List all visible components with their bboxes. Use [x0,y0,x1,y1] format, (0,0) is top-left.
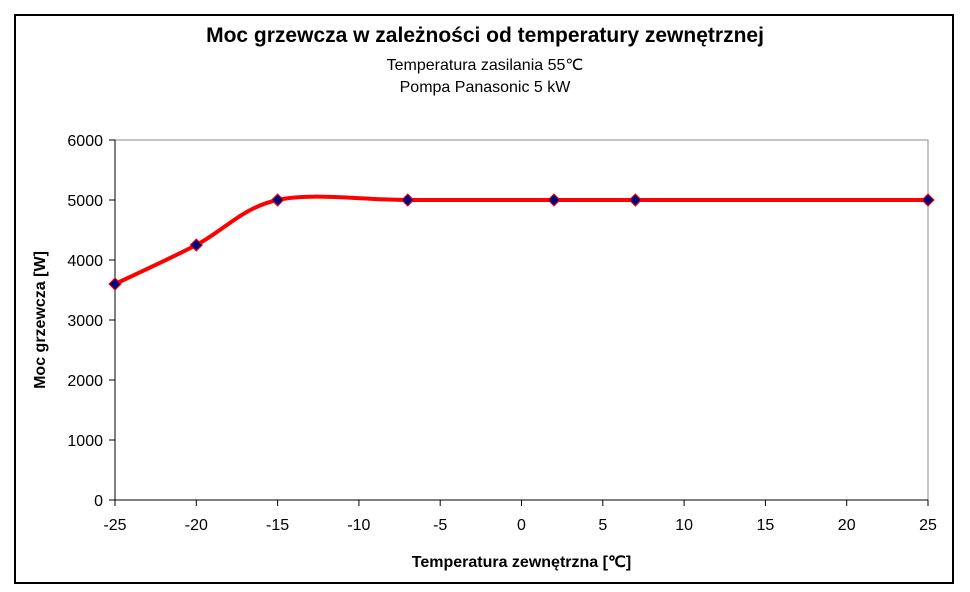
x-tick-label: 20 [838,517,856,534]
data-point-marker [270,193,285,207]
series-line [114,194,928,286]
x-tick-label: -20 [185,517,208,534]
y-tick-label: 3000 [67,313,103,330]
y-tick-label: 5000 [67,193,103,210]
chart-frame [14,14,954,584]
data-point-marker [108,277,122,291]
data-point-marker [189,238,204,252]
x-tick-label: -15 [266,517,289,534]
plot-area [114,139,929,501]
data-point-marker [400,193,415,207]
y-axis-label: Moc grzewcza [W] [32,251,49,389]
y-tick-label: 4000 [67,253,103,270]
chart-title: Moc grzewcza w zależności od temperatury… [206,24,764,47]
x-tick-label: 25 [919,517,937,534]
x-tick-label: 10 [675,517,693,534]
x-tick-label: 15 [757,517,775,534]
data-point-marker [628,193,643,207]
y-tick-label: 2000 [67,373,103,390]
data-point-marker [547,193,561,207]
chart-subtitle-1: Temperatura zasilania 55℃ [386,57,584,74]
x-tick-label: 5 [598,517,607,534]
y-tick-label: 1000 [67,433,103,450]
x-tick-label: -25 [103,517,126,534]
chart-subtitle-2: Pompa Panasonic 5 kW [399,79,571,96]
x-axis-label: Temperatura zewnętrzna [℃] [412,554,632,571]
x-tick-label: 0 [517,517,526,534]
y-tick-label: 0 [94,493,103,510]
data-point-marker [921,193,935,207]
x-tick-label: -10 [347,517,370,534]
x-tick-label: -5 [433,517,447,534]
y-tick-label: 6000 [67,133,103,150]
